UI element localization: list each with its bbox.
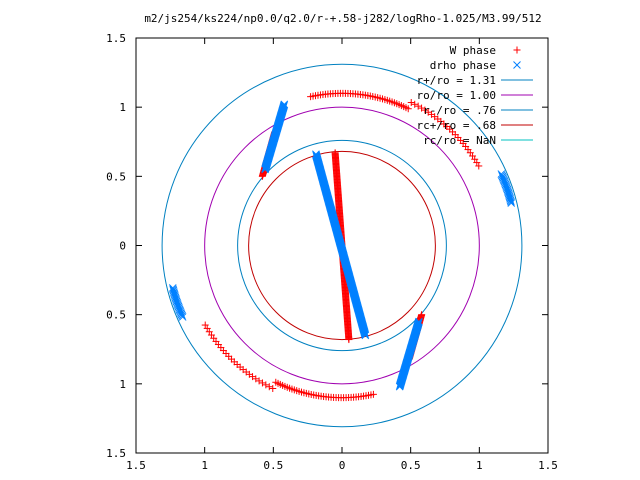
point-s1-g3-15 <box>501 179 509 187</box>
legend-label-6: rc/ro = NaN <box>423 134 496 147</box>
point-s1-g4-13 <box>174 301 182 310</box>
x-tick-label-4: 0.5 <box>401 459 421 472</box>
y-tick-label-6: 1.5 <box>106 447 126 460</box>
point-s0-g6-22 <box>262 381 270 389</box>
y-tick-label-1: 1 <box>119 101 126 114</box>
point-s0-g3-40 <box>307 93 315 101</box>
y-tick-label-0: 1.5 <box>106 32 126 45</box>
point-s1-g4-21 <box>178 311 186 320</box>
point-s0-g5-24 <box>407 99 415 107</box>
legend-label-4: r-/ro = .76 <box>423 104 496 117</box>
point-s1-g3-22 <box>497 170 506 178</box>
point-s1-g3-19 <box>499 174 507 182</box>
point-s1-g4-19 <box>177 309 185 317</box>
point-s1-g3-13 <box>502 181 510 190</box>
circle-1 <box>204 106 480 385</box>
x-tick-label-3: 0 <box>339 459 346 472</box>
legend: W phase drho phase r+/ro = 1.31 ro/ro = 1.0… <box>417 44 533 147</box>
legend-label-1: drho phase <box>430 59 496 72</box>
x-tick-label-5: 1 <box>476 459 483 472</box>
y-tick-label-4: 0.5 <box>106 309 126 322</box>
point-s1-g0-217 <box>361 331 370 340</box>
x-tick-label-2: 0.5 <box>263 459 283 472</box>
point-s1-g4-18 <box>176 307 185 316</box>
point-s0-g0-217 <box>345 336 353 344</box>
point-s0-g4-40 <box>369 390 377 398</box>
point-s1-g1-78 <box>280 100 289 109</box>
axis-ticks: 1.5 1 0.5 0 0.5 1 1.51.510.500.511.5 <box>106 32 558 472</box>
circle-0 <box>161 63 523 428</box>
legend-label-5: rc+/ro = .68 <box>417 119 496 132</box>
chart-title: m2/js254/ks224/np0.0/q2.0/r-+.58-j282/lo… <box>144 12 541 25</box>
point-s1-g2-78 <box>395 382 404 391</box>
x-tick-label-0: 1.5 <box>126 459 146 472</box>
legend-label-3: ro/ro = 1.00 <box>417 89 496 102</box>
point-s1-g3-14 <box>501 180 510 189</box>
legend-marker-0 <box>513 46 521 54</box>
legend-label-0: W phase <box>450 44 496 57</box>
point-s1-g4-20 <box>177 310 186 319</box>
circle-3 <box>248 150 436 341</box>
x-tick-label-6: 1.5 <box>538 459 558 472</box>
data-points <box>168 89 516 402</box>
x-tick-label-1: 1 <box>201 459 208 472</box>
point-s1-g3-17 <box>500 176 508 185</box>
y-tick-label-3: 0 <box>119 240 126 253</box>
point-s1-g4-14 <box>174 302 183 311</box>
point-s0-g6-24 <box>269 384 277 392</box>
point-s1-g4-16 <box>175 305 184 314</box>
reference-circles <box>161 63 523 428</box>
point-s1-g3-16 <box>500 177 509 186</box>
circle-2 <box>237 139 447 352</box>
point-s1-g4-22 <box>178 313 187 321</box>
y-tick-label-2: 0.5 <box>106 170 126 183</box>
point-s0-g5-22 <box>414 102 422 110</box>
y-tick-label-5: 1 <box>119 378 126 391</box>
legend-label-2: r+/ro = 1.31 <box>417 74 496 87</box>
point-s1-g3-21 <box>498 171 506 180</box>
point-s1-g4-15 <box>175 304 183 312</box>
point-s1-g4-17 <box>176 306 184 315</box>
point-s1-g3-18 <box>499 175 508 184</box>
point-s0-g5-23 <box>411 100 419 108</box>
point-s0-g6-23 <box>265 383 273 391</box>
point-s1-g3-20 <box>498 172 507 181</box>
legend-marker-1 <box>513 61 521 69</box>
